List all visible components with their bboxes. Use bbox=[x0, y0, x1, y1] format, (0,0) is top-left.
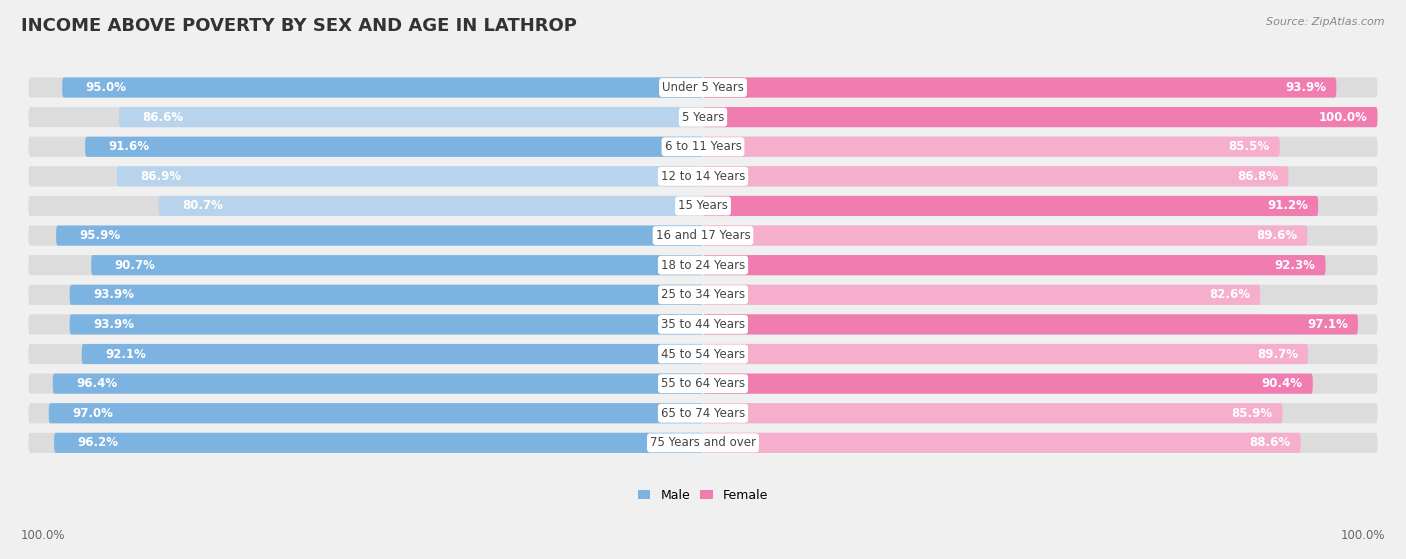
Text: 100.0%: 100.0% bbox=[1319, 111, 1368, 124]
FancyBboxPatch shape bbox=[49, 403, 703, 423]
Text: 25 to 34 Years: 25 to 34 Years bbox=[661, 288, 745, 301]
Text: 91.2%: 91.2% bbox=[1267, 200, 1308, 212]
Text: 89.6%: 89.6% bbox=[1256, 229, 1298, 242]
Text: 85.5%: 85.5% bbox=[1229, 140, 1270, 153]
Text: 5 Years: 5 Years bbox=[682, 111, 724, 124]
Text: 95.9%: 95.9% bbox=[80, 229, 121, 242]
FancyBboxPatch shape bbox=[28, 136, 1378, 157]
FancyBboxPatch shape bbox=[62, 78, 703, 98]
FancyBboxPatch shape bbox=[703, 136, 1279, 157]
FancyBboxPatch shape bbox=[703, 255, 1326, 275]
Text: 97.0%: 97.0% bbox=[72, 407, 114, 420]
FancyBboxPatch shape bbox=[28, 255, 1378, 275]
FancyBboxPatch shape bbox=[82, 344, 703, 364]
FancyBboxPatch shape bbox=[703, 403, 1282, 423]
Text: Under 5 Years: Under 5 Years bbox=[662, 81, 744, 94]
FancyBboxPatch shape bbox=[703, 433, 1301, 453]
FancyBboxPatch shape bbox=[28, 314, 1378, 334]
FancyBboxPatch shape bbox=[28, 107, 1378, 127]
FancyBboxPatch shape bbox=[28, 78, 1378, 98]
Text: 86.6%: 86.6% bbox=[142, 111, 184, 124]
Text: 96.2%: 96.2% bbox=[77, 437, 118, 449]
FancyBboxPatch shape bbox=[117, 166, 703, 186]
Text: 93.9%: 93.9% bbox=[1285, 81, 1326, 94]
FancyBboxPatch shape bbox=[28, 166, 1378, 186]
FancyBboxPatch shape bbox=[703, 314, 1358, 334]
Text: Source: ZipAtlas.com: Source: ZipAtlas.com bbox=[1267, 17, 1385, 27]
Text: 90.4%: 90.4% bbox=[1261, 377, 1302, 390]
FancyBboxPatch shape bbox=[703, 225, 1308, 245]
Text: 91.6%: 91.6% bbox=[108, 140, 150, 153]
FancyBboxPatch shape bbox=[28, 403, 1378, 423]
Text: INCOME ABOVE POVERTY BY SEX AND AGE IN LATHROP: INCOME ABOVE POVERTY BY SEX AND AGE IN L… bbox=[21, 17, 576, 35]
Text: 93.9%: 93.9% bbox=[93, 288, 134, 301]
FancyBboxPatch shape bbox=[120, 107, 703, 127]
Text: 82.6%: 82.6% bbox=[1209, 288, 1250, 301]
FancyBboxPatch shape bbox=[91, 255, 703, 275]
Text: 100.0%: 100.0% bbox=[21, 529, 66, 542]
FancyBboxPatch shape bbox=[703, 78, 1336, 98]
Text: 75 Years and over: 75 Years and over bbox=[650, 437, 756, 449]
FancyBboxPatch shape bbox=[28, 433, 1378, 453]
FancyBboxPatch shape bbox=[28, 196, 1378, 216]
Text: 92.1%: 92.1% bbox=[105, 348, 146, 361]
FancyBboxPatch shape bbox=[70, 314, 703, 334]
FancyBboxPatch shape bbox=[53, 433, 703, 453]
Text: 15 Years: 15 Years bbox=[678, 200, 728, 212]
Text: 90.7%: 90.7% bbox=[115, 259, 156, 272]
Text: 96.4%: 96.4% bbox=[76, 377, 118, 390]
FancyBboxPatch shape bbox=[56, 225, 703, 245]
FancyBboxPatch shape bbox=[28, 344, 1378, 364]
FancyBboxPatch shape bbox=[703, 373, 1313, 394]
Text: 35 to 44 Years: 35 to 44 Years bbox=[661, 318, 745, 331]
Text: 80.7%: 80.7% bbox=[183, 200, 224, 212]
FancyBboxPatch shape bbox=[70, 285, 703, 305]
FancyBboxPatch shape bbox=[703, 196, 1319, 216]
FancyBboxPatch shape bbox=[86, 136, 703, 157]
Text: 86.8%: 86.8% bbox=[1237, 170, 1278, 183]
Text: 18 to 24 Years: 18 to 24 Years bbox=[661, 259, 745, 272]
Text: 88.6%: 88.6% bbox=[1250, 437, 1291, 449]
FancyBboxPatch shape bbox=[28, 285, 1378, 305]
Text: 12 to 14 Years: 12 to 14 Years bbox=[661, 170, 745, 183]
Text: 45 to 54 Years: 45 to 54 Years bbox=[661, 348, 745, 361]
Text: 89.7%: 89.7% bbox=[1257, 348, 1298, 361]
Text: 93.9%: 93.9% bbox=[93, 318, 134, 331]
Text: 100.0%: 100.0% bbox=[1340, 529, 1385, 542]
FancyBboxPatch shape bbox=[703, 107, 1378, 127]
FancyBboxPatch shape bbox=[703, 285, 1260, 305]
Text: 86.9%: 86.9% bbox=[141, 170, 181, 183]
Legend: Male, Female: Male, Female bbox=[633, 484, 773, 507]
FancyBboxPatch shape bbox=[703, 166, 1288, 186]
FancyBboxPatch shape bbox=[159, 196, 703, 216]
Text: 85.9%: 85.9% bbox=[1232, 407, 1272, 420]
FancyBboxPatch shape bbox=[28, 373, 1378, 394]
Text: 65 to 74 Years: 65 to 74 Years bbox=[661, 407, 745, 420]
Text: 95.0%: 95.0% bbox=[86, 81, 127, 94]
FancyBboxPatch shape bbox=[28, 225, 1378, 245]
FancyBboxPatch shape bbox=[53, 373, 703, 394]
Text: 6 to 11 Years: 6 to 11 Years bbox=[665, 140, 741, 153]
FancyBboxPatch shape bbox=[703, 344, 1308, 364]
Text: 92.3%: 92.3% bbox=[1275, 259, 1316, 272]
Text: 55 to 64 Years: 55 to 64 Years bbox=[661, 377, 745, 390]
Text: 16 and 17 Years: 16 and 17 Years bbox=[655, 229, 751, 242]
Text: 97.1%: 97.1% bbox=[1308, 318, 1348, 331]
